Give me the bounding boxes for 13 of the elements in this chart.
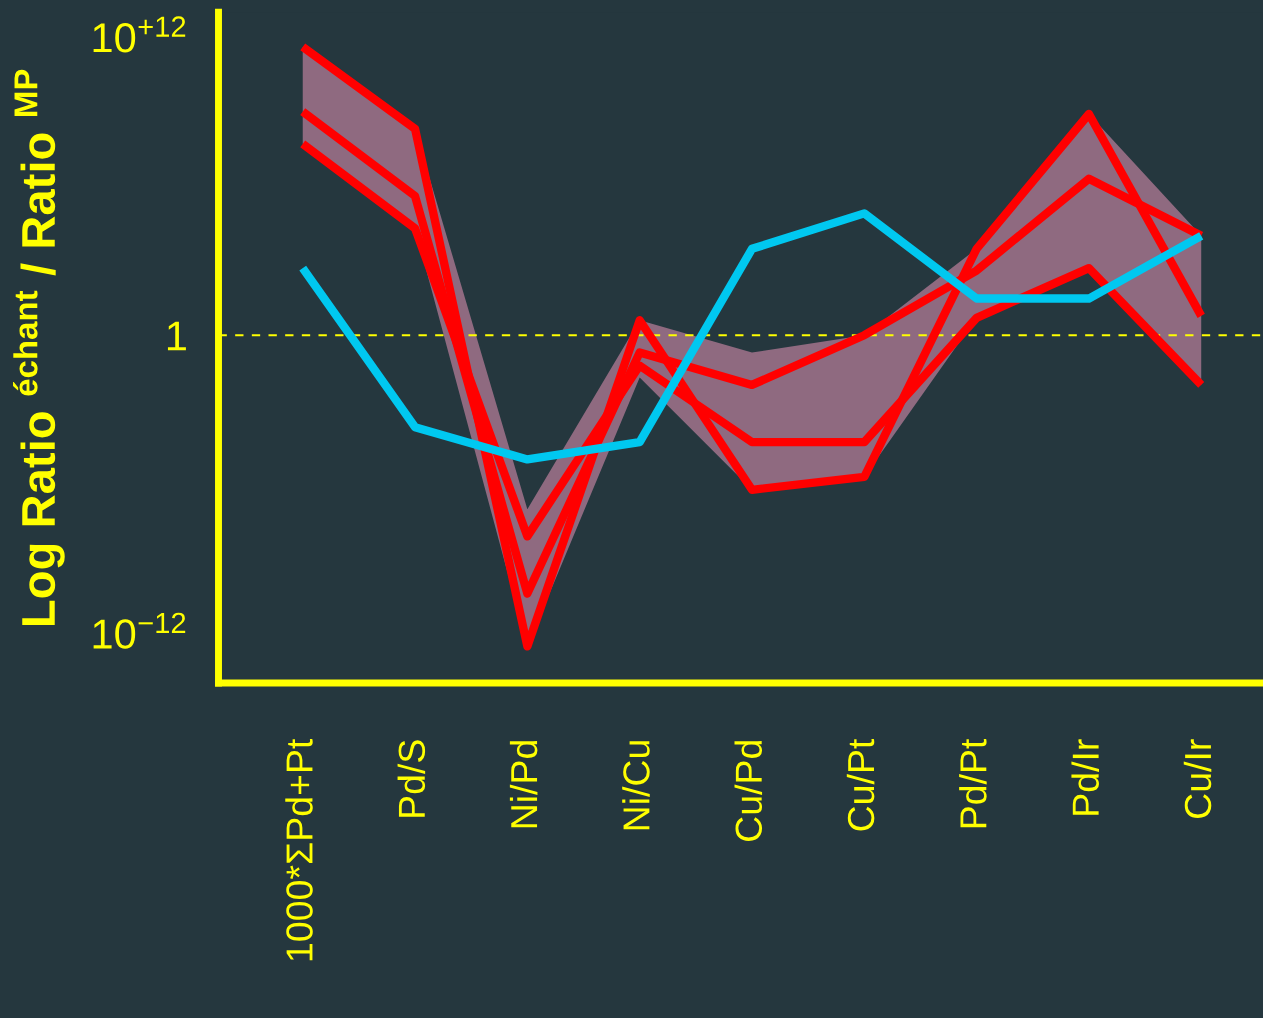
x-tick-label: Ni/Cu <box>622 741 650 830</box>
y-axis-title: Log Ratio $^{échant}$ / Ratio $^{MP}$ <box>13 69 65 625</box>
x-tick-label: Ni/Pd <box>509 741 538 828</box>
y-tick-label: 10$^{+12}$ <box>93 16 186 53</box>
x-tick-label: Pd/Ir <box>1071 739 1099 815</box>
x-tick-label: 1000*ΣPd+Pt <box>285 738 313 961</box>
x-tick-label: Pd/Pt <box>959 738 987 828</box>
y-tick-label: 1 <box>167 321 186 351</box>
x-tick-label: Pd/S <box>397 740 426 817</box>
x-tick-label: Cu/Pd <box>734 741 763 841</box>
x-tick-label: Cu/Ir <box>1183 739 1212 818</box>
y-tick-label: 10$^{−12}$ <box>93 612 186 649</box>
x-tick-label: Cu/Pt <box>846 738 875 831</box>
